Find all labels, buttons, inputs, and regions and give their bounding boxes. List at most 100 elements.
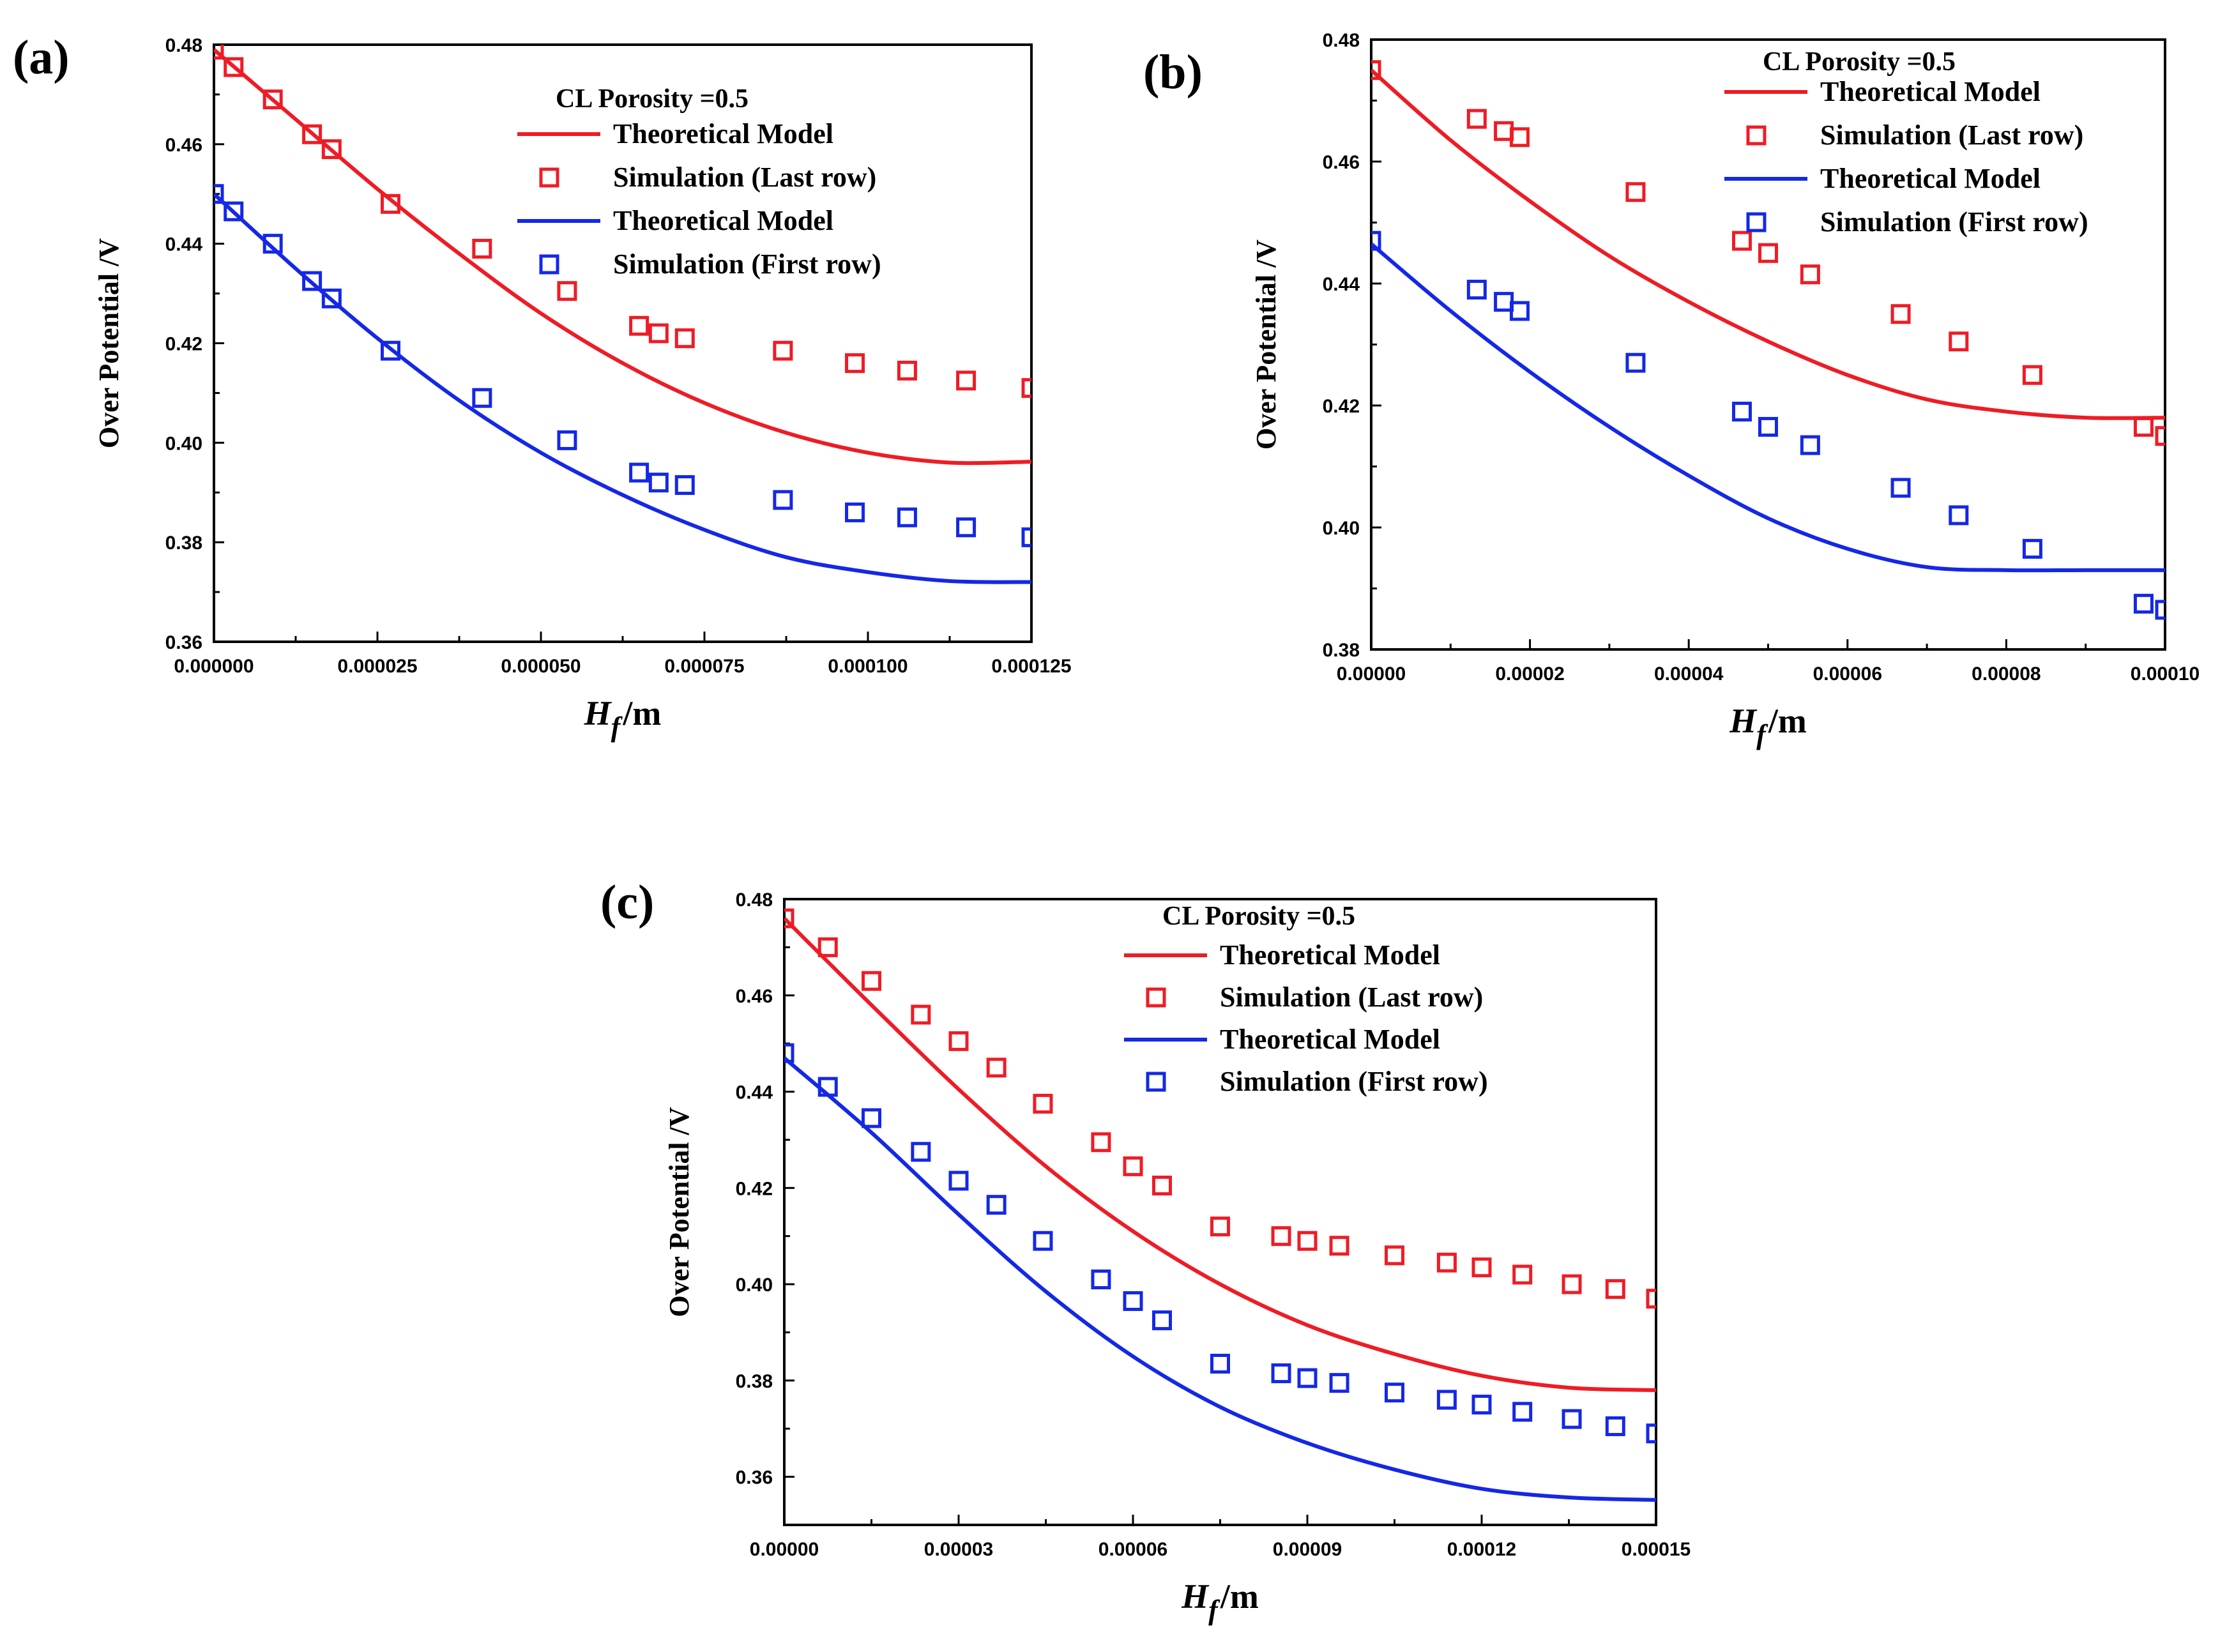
legend-entry-label: Theoretical Model (613, 118, 833, 149)
y-tick-label: 0.46 (736, 986, 773, 1007)
data-point-blue (2133, 593, 2154, 614)
data-point-blue (1329, 1373, 1349, 1393)
data-point-red (472, 238, 492, 259)
data-point-blue (986, 1195, 1007, 1215)
y-tick-label: 0.46 (165, 135, 202, 156)
x-tick-label: 0.000100 (828, 656, 908, 677)
data-point-blue (1123, 1291, 1143, 1311)
y-tick-label: 0.42 (1323, 396, 1360, 417)
x-tick-label: 0.000125 (991, 656, 1071, 677)
data-point-red (986, 1057, 1007, 1078)
legend-title: CL Porosity =0.5 (1763, 47, 1956, 77)
x-label-unit: /m (622, 694, 661, 732)
data-point-red (1021, 378, 1031, 398)
chart-panel-3: (c) 0.00000 0.00003 0.00006 0.00009 0.00012 0.… (600, 875, 1691, 1626)
data-point-blue (1471, 1395, 1492, 1415)
data-point-red (1949, 331, 1969, 352)
x-tick-label: 0.00006 (1813, 663, 1882, 685)
x-tick-label: 0.00002 (1495, 663, 1564, 685)
data-point-red (1509, 127, 1530, 148)
data-point-red (1646, 1289, 1656, 1309)
data-point-blue (2155, 600, 2165, 620)
data-point-blue (1371, 231, 1381, 251)
data-point-red (262, 89, 283, 110)
data-point-red (648, 323, 669, 344)
x-label-sub: f (1208, 1595, 1220, 1626)
data-point-blue (1271, 1363, 1291, 1384)
panel-label: (a) (13, 31, 70, 84)
legend-entry-label: Theoretical Model (1220, 1024, 1440, 1055)
data-point-blue (817, 1077, 838, 1097)
data-point-red (321, 139, 342, 160)
data-point-red (2155, 426, 2165, 446)
data-point-blue (1512, 1402, 1533, 1422)
panel-label: (b) (1143, 45, 1203, 99)
legend-entry-label: Theoretical Model (613, 205, 833, 236)
data-point-blue (674, 475, 695, 496)
data-point-red (1436, 1252, 1457, 1273)
data-point-red (1152, 1176, 1172, 1196)
data-point-red (674, 328, 695, 349)
y-tick-label: 0.42 (165, 334, 202, 355)
data-point-red (224, 57, 244, 77)
data-point-red (845, 353, 865, 374)
y-tick-label: 0.36 (736, 1467, 773, 1489)
series-line-red (214, 48, 1031, 466)
legend-marker-swatch (1746, 212, 1767, 232)
legend-entry-label: Simulation (Last row) (1220, 981, 1483, 1013)
x-label-var: H (1729, 702, 1758, 740)
x-axis-label: Hf/m (1181, 1577, 1259, 1626)
data-point-blue (948, 1171, 969, 1191)
x-label-sub: f (611, 711, 623, 743)
data-point-red (1466, 109, 1487, 129)
data-point-blue (380, 340, 400, 361)
data-point-blue (845, 502, 865, 522)
y-tick-label: 0.48 (736, 890, 773, 911)
chart-panel-2: (b) 0.00000 0.00002 0.00004 0.00006 0.00008 0.… (1143, 30, 2200, 750)
data-point-blue (1562, 1409, 1582, 1429)
x-tick-label: 0.00003 (924, 1539, 993, 1560)
x-tick-label: 0.00012 (1447, 1539, 1516, 1560)
data-point-blue (1949, 505, 1969, 526)
data-point-red (1385, 1245, 1404, 1266)
legend-entry-label: Simulation (First row) (1820, 206, 2088, 238)
x-tick-label: 0.00000 (1337, 663, 1406, 685)
x-tick-label: 0.00010 (2131, 663, 2200, 685)
y-tick-label: 0.40 (736, 1275, 773, 1296)
data-point-blue (773, 490, 793, 510)
y-axis-label: Over Potential /V (93, 238, 125, 448)
y-tick-label: 0.44 (165, 234, 203, 255)
data-point-red (1033, 1093, 1053, 1114)
x-tick-label: 0.000025 (337, 656, 417, 677)
legend-title: CL Porosity =0.5 (556, 84, 749, 114)
x-axis-label: Hf/m (1729, 702, 1807, 750)
data-point-red (557, 281, 577, 301)
y-axis-label: Over Potential /V (1250, 239, 1282, 450)
data-point-blue (1091, 1269, 1111, 1290)
data-point-red (897, 360, 917, 381)
series-line-red (784, 917, 1656, 1392)
data-point-red (784, 908, 794, 928)
data-point-red (1800, 264, 1820, 285)
chart-panel-1: (a) 0.000000 0.000025 0.000050 0.000075 0.000… (13, 31, 1072, 743)
x-tick-label: 0.000050 (501, 656, 581, 677)
data-point-red (817, 937, 838, 957)
legend-entry-label: Theoretical Model (1220, 939, 1440, 971)
data-point-red (629, 315, 650, 336)
data-point-blue (1033, 1231, 1053, 1251)
y-tick-label: 0.38 (736, 1371, 773, 1392)
x-tick-label: 0.000075 (664, 656, 744, 677)
data-point-red (1271, 1226, 1291, 1247)
series-layer (784, 908, 1656, 1502)
data-point-red (1605, 1279, 1625, 1300)
data-point-red (2133, 416, 2154, 437)
series-line-red (1371, 68, 2165, 420)
data-point-blue (557, 430, 577, 450)
data-point-blue (1021, 527, 1031, 547)
series-layer (214, 45, 1031, 584)
data-point-red (773, 340, 793, 361)
